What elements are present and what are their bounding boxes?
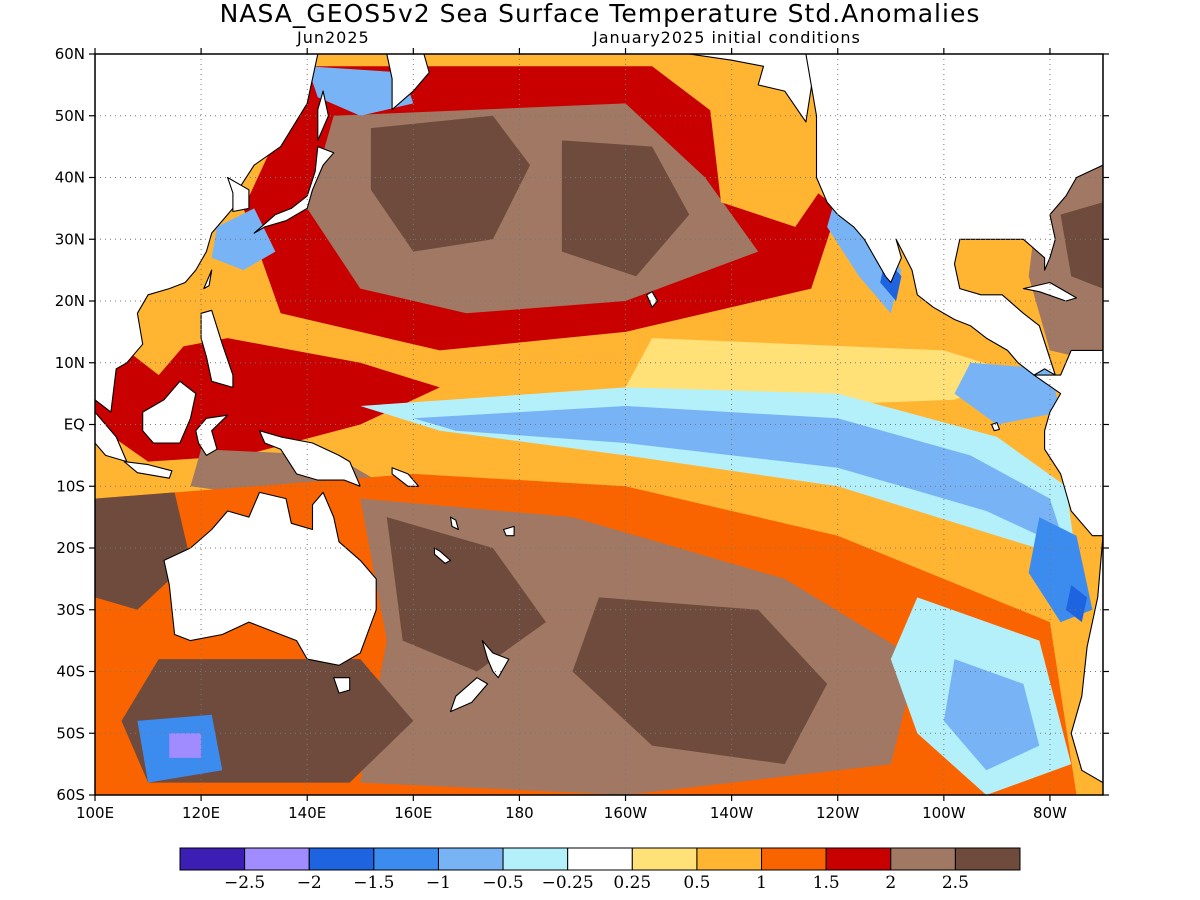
lat-tick-label: 40N xyxy=(55,169,85,187)
colorbar-label: −1.5 xyxy=(353,873,394,893)
lon-tick-label: 120W xyxy=(816,804,860,822)
colorbar-swatch xyxy=(502,847,569,871)
lon-tick-label: 140E xyxy=(288,804,326,822)
lat-tick-label: 20N xyxy=(55,292,85,310)
anomaly-region-southeast-pacific-cool-patch xyxy=(943,659,1040,771)
anomaly-region-north-pacific-peak-west xyxy=(370,115,530,252)
colorbar-swatch xyxy=(954,847,1021,871)
coastline-new-zealand-south xyxy=(449,677,489,713)
valid-month-label: Jun2025 xyxy=(297,28,370,47)
lat-tick-label: 50S xyxy=(56,724,85,742)
colorbar-label: 1.5 xyxy=(813,873,840,893)
lat-tick-label: 30N xyxy=(55,230,85,248)
lat-tick-label: 60N xyxy=(55,45,85,63)
lon-tick-label: 80W xyxy=(1033,804,1067,822)
lon-tick-label: 140W xyxy=(710,804,754,822)
lat-tick-label: 10S xyxy=(56,477,85,495)
colorbar-swatch xyxy=(631,847,698,871)
coastline-hawaii xyxy=(646,291,658,308)
colorbar-swatch xyxy=(890,847,956,871)
anomaly-region-atlantic-peak xyxy=(1060,202,1103,289)
coastline-australia xyxy=(163,491,377,666)
colorbar-label: −2.5 xyxy=(224,873,265,893)
coastline-asia-landmass xyxy=(95,54,319,413)
coastline-sulawesi xyxy=(195,414,229,456)
colorbar-swatch xyxy=(437,847,504,871)
gridlines xyxy=(95,54,1103,795)
lon-tick-label: 180 xyxy=(505,804,534,822)
anomaly-region-okhotsk-cool xyxy=(307,66,414,116)
colorbar-label: 0.5 xyxy=(683,873,710,893)
lat-tick-label: 20S xyxy=(56,539,85,557)
anomaly-region-nh-tropics-neutral xyxy=(625,338,1024,406)
anomaly-region-east-pacific-cool-lobe xyxy=(954,362,1061,425)
anomaly-region-south-indian-peak xyxy=(95,492,191,610)
colorbar-swatch xyxy=(179,847,246,871)
coastline-cuba xyxy=(1022,281,1078,302)
anomaly-region-equatorial-cold-core xyxy=(413,406,1066,548)
lat-tick-label: 60S xyxy=(56,786,85,804)
lat-tick-label: 50N xyxy=(55,107,85,125)
colorbar-swatch xyxy=(567,847,633,871)
axis-ticks: 60N50N40N30N20N10NEQ10S20S30S40S50S60S10… xyxy=(55,45,1109,822)
coastline-sakhalin xyxy=(317,90,329,141)
anomaly-region-tasman-peak xyxy=(386,517,546,672)
coastline-taiwan xyxy=(203,269,213,290)
coastline-new-guinea xyxy=(258,430,361,487)
lon-tick-label: 160W xyxy=(604,804,648,822)
coastline-sumatra xyxy=(95,411,128,463)
colorbar-label: −1 xyxy=(426,873,451,893)
anomaly-region-peru-coast-coldest xyxy=(1065,585,1088,623)
anomaly-region-kuroshio-cool xyxy=(211,208,276,271)
coastline-kamchatka xyxy=(386,54,430,111)
coastline-galapagos xyxy=(991,422,1001,432)
colorbar-label: 0.25 xyxy=(613,873,651,893)
coastline-japan xyxy=(253,146,335,234)
lat-tick-label: 10N xyxy=(55,354,85,372)
colorbar-label: −2 xyxy=(297,873,322,893)
lat-tick-label: 40S xyxy=(56,663,85,681)
anomaly-region-sw-indian-cold-core xyxy=(169,733,202,758)
colorbar-label: −0.5 xyxy=(482,873,523,893)
coastline-borneo xyxy=(142,380,197,444)
colorbar-swatch xyxy=(308,847,375,871)
coastline-vanuatu xyxy=(449,516,459,531)
coastline-solomons xyxy=(391,467,420,487)
lon-tick-label: 160E xyxy=(394,804,432,822)
colorbar-label: −0.25 xyxy=(542,873,594,893)
coastline-philippines xyxy=(200,309,234,388)
colorbar: −2.5 −2 −1.5 −1 −0.5 −0.25 0.25 0.5 1 1.5 2 2.5 xyxy=(179,847,1021,893)
colorbar-label: 1 xyxy=(756,873,767,893)
lat-tick-label: EQ xyxy=(64,416,85,434)
colorbar-swatch xyxy=(373,847,439,871)
colorbar-label: 2.5 xyxy=(942,873,969,893)
map-title: NASA_GEOS5v2 Sea Surface Temperature Std… xyxy=(219,0,981,28)
coastline-south-america xyxy=(1033,349,1103,784)
coastline-new-zealand-north xyxy=(481,640,510,679)
coastline-north-america xyxy=(805,54,1103,376)
coastline-fiji xyxy=(502,525,515,537)
coastline-tasmania xyxy=(333,677,351,694)
coastline-korea xyxy=(227,176,250,213)
lat-tick-label: 30S xyxy=(56,601,85,619)
coastline-new-caledonia xyxy=(433,547,452,564)
coastline-java xyxy=(123,461,173,479)
lon-tick-label: 100W xyxy=(922,804,966,822)
land-layer xyxy=(95,54,1103,784)
anomaly-region-south-central-peak xyxy=(572,597,828,765)
colorbar-label: 2 xyxy=(885,873,896,893)
lon-tick-label: 120E xyxy=(182,804,220,822)
colorbar-swatch xyxy=(825,847,892,871)
anomaly-region-north-pacific-peak-central xyxy=(561,140,690,277)
lon-tick-label: 100E xyxy=(76,804,114,822)
colorbar-swatch xyxy=(696,847,763,871)
initial-conditions-label: January2025 initial conditions xyxy=(593,28,861,47)
colorbar-swatch xyxy=(244,847,310,871)
colorbar-swatch xyxy=(761,847,827,871)
anomaly-region-south-china-sea-light xyxy=(126,288,191,376)
plot-area xyxy=(95,54,1103,795)
